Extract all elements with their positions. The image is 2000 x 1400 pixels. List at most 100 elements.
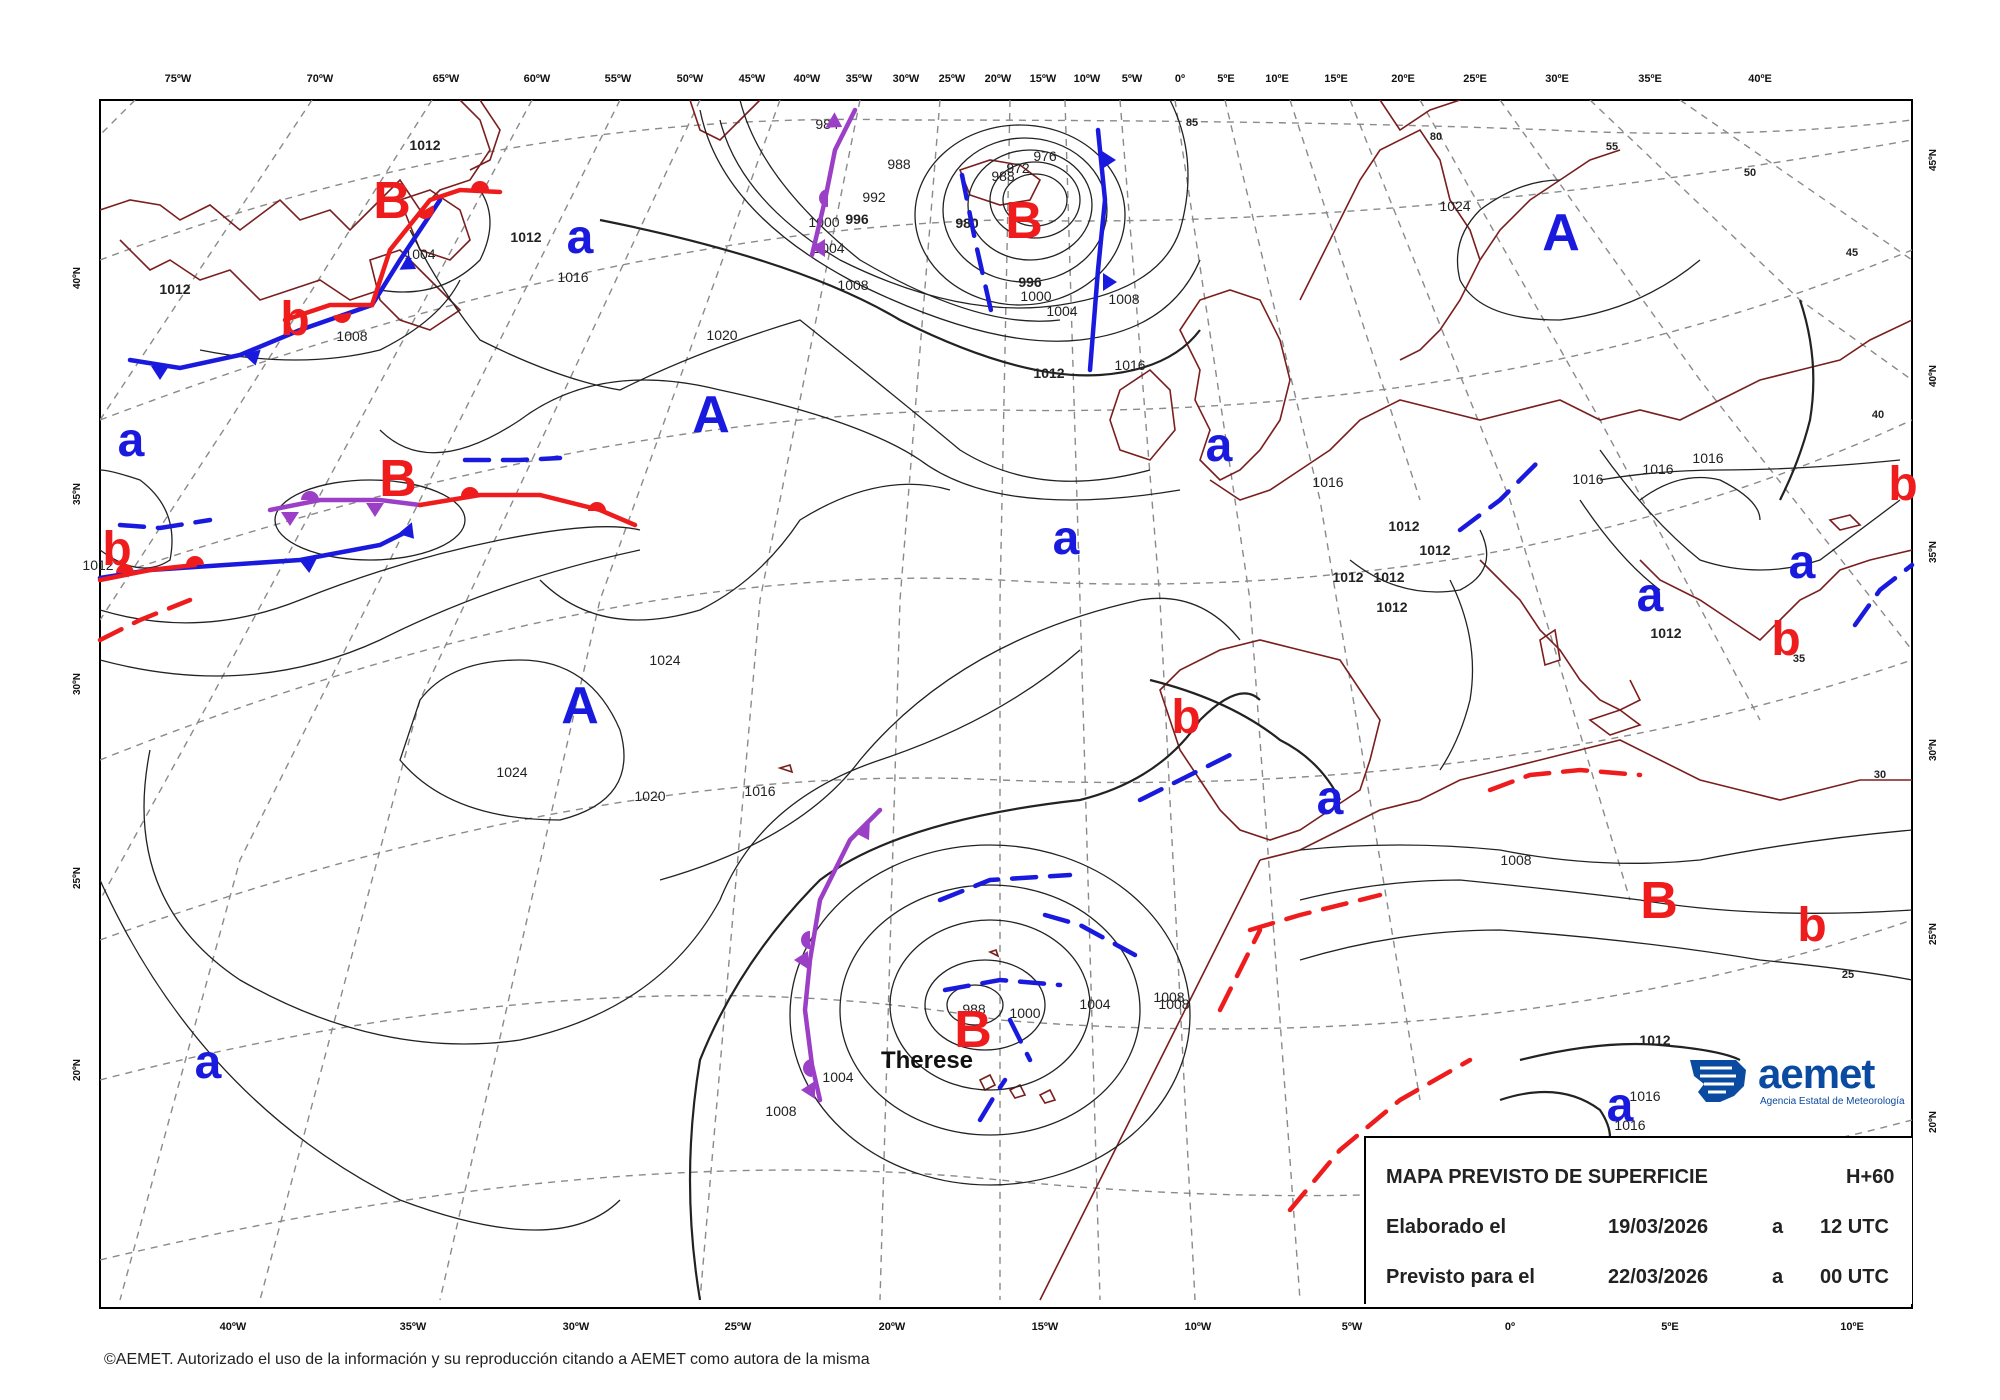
- lon-label: 40ºE: [1748, 73, 1772, 85]
- isobar-label: 1016: [1629, 1088, 1660, 1104]
- graticule-number: 80: [1430, 131, 1442, 143]
- isobar-label: 1012: [82, 557, 113, 573]
- warm-front-semicircle: [417, 205, 434, 219]
- forecast-info-box: MAPA PREVISTO DE SUPERFICIE H+60 Elabora…: [1364, 1136, 1912, 1304]
- isobar-label: 1008: [1153, 989, 1184, 1005]
- cold-front-triangle: [1103, 273, 1117, 291]
- isobar-labels: 1012 1012 1012 1016 1008 1004 1012 1020 …: [82, 116, 1723, 1133]
- elaborated-date: 19/03/2026: [1608, 1216, 1709, 1238]
- isobar-label: 1012: [159, 281, 190, 297]
- isobar-label: 1004: [1079, 996, 1110, 1012]
- isobar-label: 1004: [1046, 303, 1077, 319]
- weather-fronts: [97, 107, 1915, 1213]
- warm-front-semicircle: [116, 564, 134, 573]
- high-pressure-center: A: [692, 386, 730, 444]
- isobars: [100, 100, 1912, 1301]
- secondary-high-center: a: [1206, 419, 1233, 472]
- isobar-label: 1000: [808, 214, 839, 230]
- cold-front-triangle: [299, 558, 317, 573]
- cold-front-dashed: [942, 977, 1063, 993]
- isobar-label: 1012: [1388, 518, 1419, 534]
- cold-front-triangle: [243, 349, 261, 366]
- aemet-wordmark: aemet: [1758, 1050, 1875, 1097]
- isobar-label: 1016: [1312, 474, 1343, 490]
- lon-label: 5ºW: [1122, 73, 1143, 85]
- isobar-label: 1024: [496, 764, 527, 780]
- lon-label: 10ºE: [1840, 1321, 1864, 1333]
- secondary-high-center: a: [118, 414, 145, 467]
- forecast-date: 22/03/2026: [1608, 1266, 1709, 1288]
- low-pressure-center: B: [1640, 872, 1678, 930]
- lat-label: 40ºN: [1928, 365, 1939, 387]
- lon-label: 5ºE: [1661, 1321, 1678, 1333]
- forecast-time: 00 UTC: [1820, 1266, 1889, 1288]
- copyright-notice: ©AEMET. Autorizado el uso de la informac…: [104, 1351, 870, 1368]
- secondary-high-center: a: [1053, 512, 1080, 565]
- isobar-label: 976: [1033, 148, 1057, 164]
- low-pressure-center: B: [373, 172, 411, 230]
- isobar-label: 1020: [634, 788, 665, 804]
- lon-label: 75ºW: [165, 73, 192, 85]
- lon-label: 10ºW: [1185, 1321, 1212, 1333]
- isobar-label: 972: [1006, 160, 1030, 176]
- graticule-number: 40: [1872, 409, 1884, 421]
- warm-front-semicircle: [819, 189, 828, 207]
- right-latitude-labels: 45ºN 40ºN 35ºN 30ºN 25ºN 20ºN: [1928, 149, 1939, 1133]
- isobar-label: 1008: [765, 1103, 796, 1119]
- map-title: MAPA PREVISTO DE SUPERFICIE: [1386, 1166, 1708, 1188]
- isobar-label: 1016: [1692, 450, 1723, 466]
- cold-front-dashed: [1137, 752, 1233, 803]
- secondary-high-center: a: [567, 211, 594, 264]
- secondary-low-center: b: [1171, 691, 1200, 744]
- cold-front-triangle: [281, 512, 299, 526]
- forecast-a: a: [1772, 1266, 1784, 1288]
- cold-front-triangle: [398, 522, 414, 539]
- trough-line: [1247, 892, 1383, 933]
- lon-label: 25ºW: [939, 73, 966, 85]
- cold-front-triangle: [811, 239, 825, 257]
- secondary-low-center: b: [280, 293, 309, 346]
- lon-label: 15ºW: [1030, 73, 1057, 85]
- isobar-label: 1012: [1376, 599, 1407, 615]
- storm-name-label: Therese: [881, 1047, 973, 1074]
- graticule-number: 55: [1606, 141, 1618, 153]
- cold-front-triangle: [794, 951, 808, 969]
- trough-line: [1287, 1057, 1473, 1213]
- isobar-label: 1020: [706, 327, 737, 343]
- elaborated-time: 12 UTC: [1820, 1216, 1889, 1238]
- lon-label: 0º: [1505, 1321, 1515, 1333]
- warm-front: [417, 492, 638, 528]
- bottom-longitude-labels: 40ºW 35ºW 30ºW 25ºW 20ºW 15ºW 10ºW 5ºW 0…: [220, 1321, 1864, 1333]
- isobar-label: 996: [1018, 274, 1042, 290]
- lon-label: 15ºW: [1032, 1321, 1059, 1333]
- trough-line: [1487, 767, 1643, 793]
- cold-front-dashed: [117, 517, 213, 531]
- warm-front-semicircle: [186, 556, 204, 565]
- high-pressure-center: A: [561, 677, 599, 735]
- cold-front-dashed: [1007, 1017, 1033, 1063]
- cold-front-dashed: [959, 172, 995, 318]
- isobar-label: 1000: [1020, 288, 1051, 304]
- lat-label: 30ºN: [72, 673, 83, 695]
- isobar-label: 1008: [1158, 996, 1189, 1012]
- lat-label: 25ºN: [1928, 923, 1939, 945]
- left-latitude-labels: 40ºN 35ºN 30ºN 25ºN 20ºN: [72, 267, 83, 1081]
- warm-front: [97, 562, 198, 583]
- lat-label: 30ºN: [1928, 739, 1939, 761]
- cold-front-triangle: [825, 112, 843, 128]
- trough-line: [1217, 927, 1263, 1013]
- lon-label: 10ºW: [1074, 73, 1101, 85]
- secondary-high-center: a: [1317, 772, 1344, 825]
- lat-label: 40ºN: [72, 267, 83, 289]
- warm-front-semicircle: [301, 491, 319, 500]
- occluded-front: [809, 107, 858, 258]
- lon-label: 20ºW: [985, 73, 1012, 85]
- isobar-label: 980: [955, 215, 979, 231]
- lat-label: 45ºN: [1928, 149, 1939, 171]
- aemet-emblem-icon: [1690, 1060, 1746, 1102]
- elaborated-label: Elaborado el: [1386, 1216, 1507, 1238]
- lon-label: 55ºW: [605, 73, 632, 85]
- forecast-horizon: H+60: [1846, 1166, 1895, 1188]
- lat-label: 35ºN: [1928, 541, 1939, 563]
